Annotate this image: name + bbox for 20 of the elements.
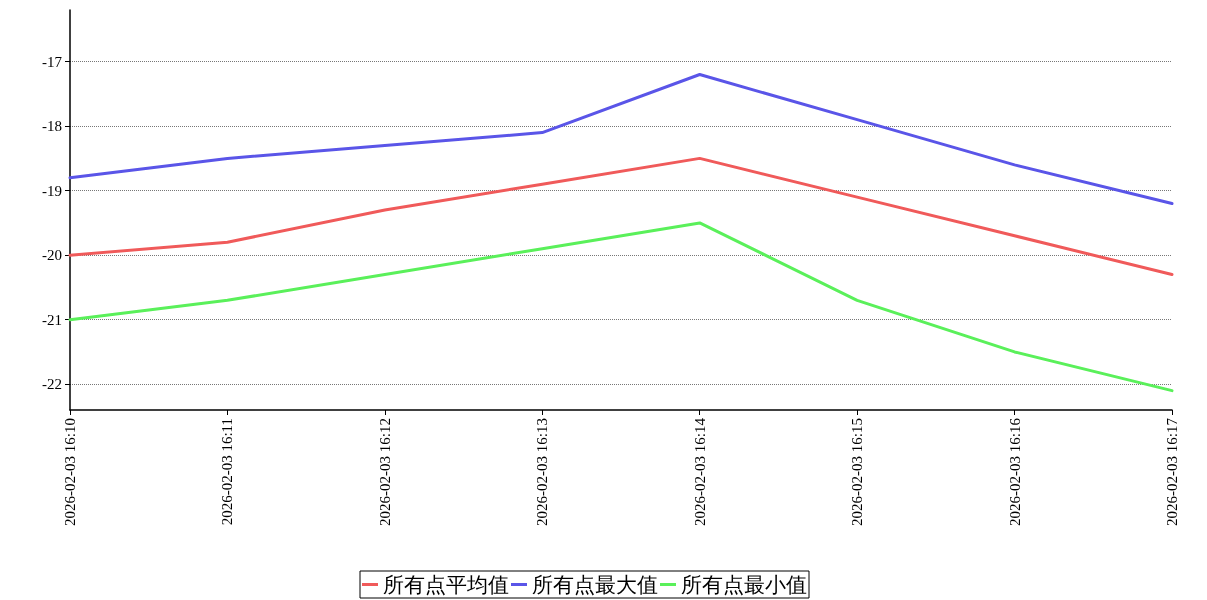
- line-series: [68, 221, 1174, 393]
- y-tick-label: -19: [42, 182, 62, 199]
- x-tick-label: 2026-02-03 16:13: [534, 418, 551, 526]
- x-tick-label: 2026-02-03 16:11: [219, 418, 236, 526]
- x-tick-label: 2026-02-03 16:15: [849, 418, 866, 526]
- y-tick-label: -20: [42, 247, 62, 264]
- legend-label: 所有点最小值: [681, 572, 807, 597]
- x-tick-label: 2026-02-03 16:17: [1164, 417, 1180, 526]
- x-tick-label: 2026-02-03 16:10: [62, 418, 78, 526]
- x-tick-label: 2026-02-03 16:12: [376, 418, 393, 526]
- legend-label: 所有点最大值: [532, 572, 658, 597]
- line-series: [68, 73, 1174, 206]
- x-tick-label: 2026-02-03 16:14: [691, 417, 708, 526]
- y-tick-label: -22: [42, 376, 62, 393]
- x-tick-label: 2026-02-03 16:16: [1006, 417, 1023, 526]
- y-tick-label: -17: [42, 53, 63, 70]
- y-tick-label: -18: [42, 118, 62, 135]
- y-tick-label: -21: [42, 311, 62, 328]
- legend-label: 所有点平均值: [383, 572, 509, 597]
- line-series: [68, 156, 1174, 277]
